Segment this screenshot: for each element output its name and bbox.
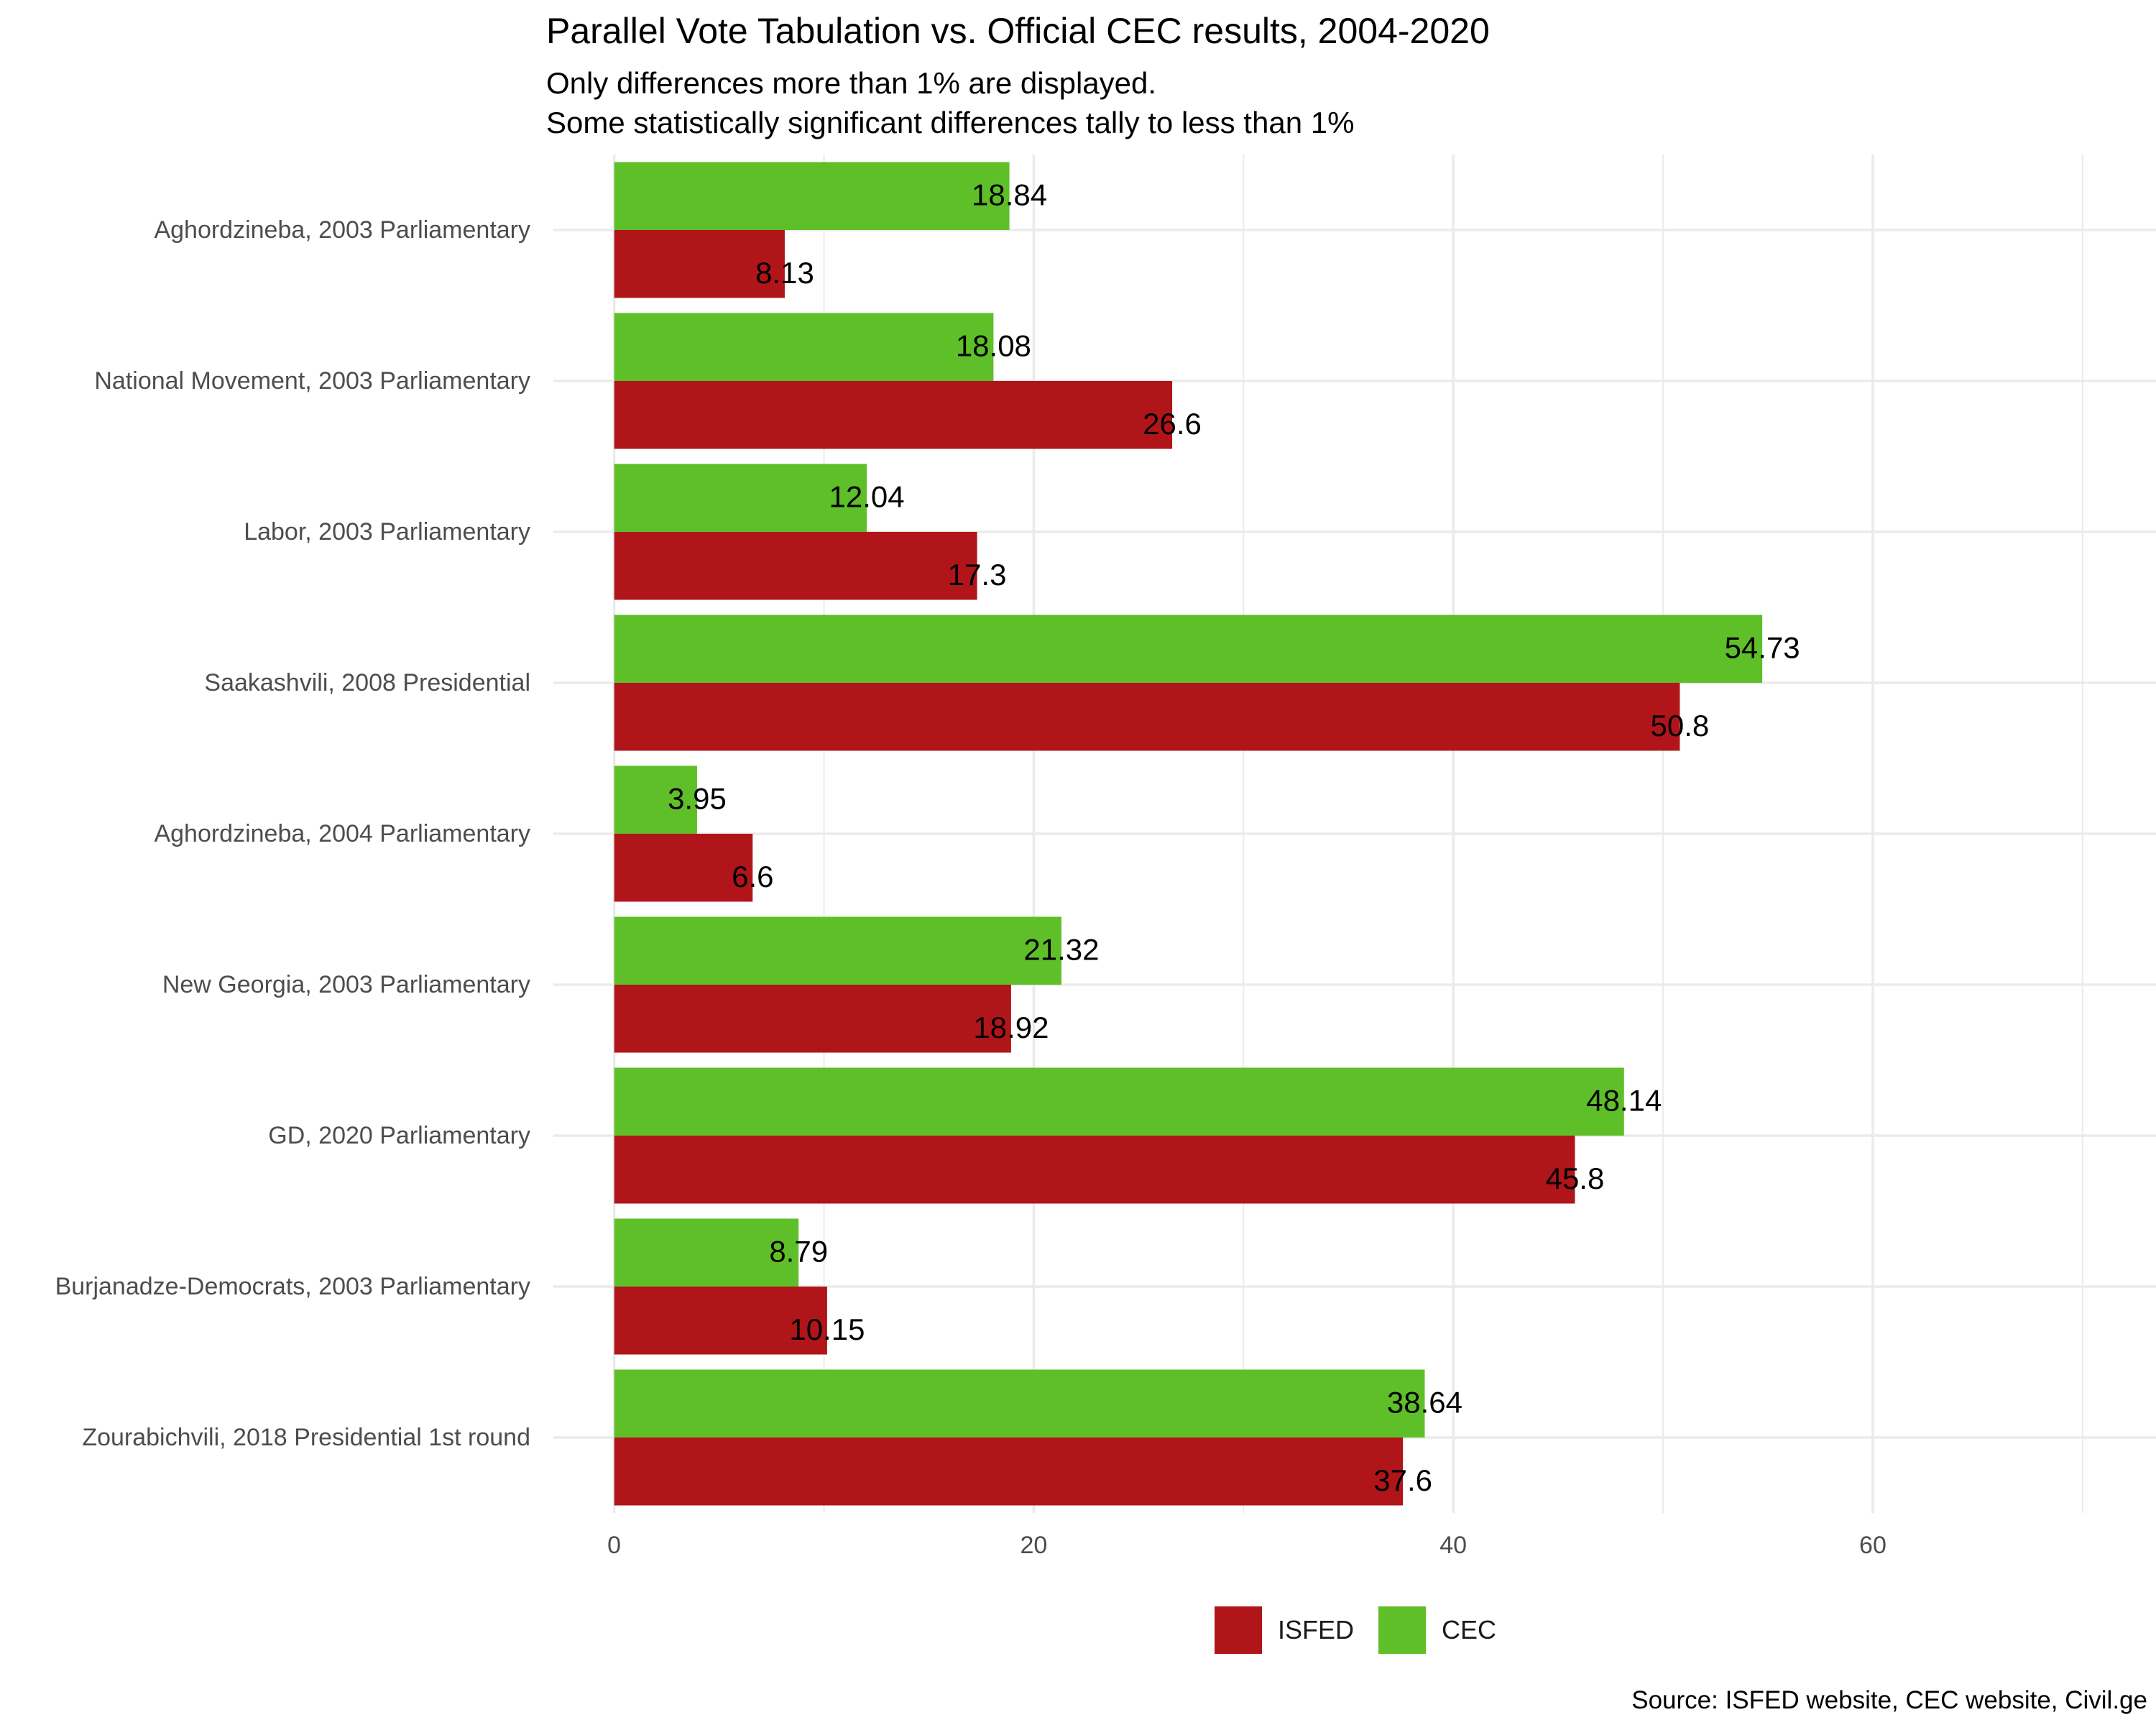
bar-cec <box>614 162 1010 230</box>
y-tick-label: Burjanadze-Democrats, 2003 Parliamentary <box>55 1273 530 1300</box>
bar-isfed <box>614 381 1173 449</box>
data-label-isfed: 37.6 <box>1373 1463 1432 1497</box>
bar-isfed <box>614 1438 1404 1506</box>
legend-key-cec <box>1378 1606 1427 1654</box>
subtitle-line-1: Only differences more than 1% are displa… <box>546 66 1157 100</box>
subtitle-line-2: Some statistically significant differenc… <box>546 106 1355 139</box>
y-axis: Aghordzineba, 2003 Parliamentary National… <box>55 216 530 1451</box>
data-label-cec: 12.04 <box>829 479 905 513</box>
data-label-cec: 48.14 <box>1586 1083 1662 1117</box>
data-label-cec: 21.32 <box>1023 932 1099 966</box>
data-label-isfed: 10.15 <box>789 1312 865 1346</box>
legend-label-cec: CEC <box>1442 1615 1497 1644</box>
data-label-isfed: 45.8 <box>1546 1162 1605 1195</box>
bar-cec <box>614 765 697 834</box>
bar-isfed <box>614 985 1011 1053</box>
data-label-cec: 3.95 <box>668 781 727 815</box>
y-tick-label: Aghordzineba, 2004 Parliamentary <box>154 820 530 847</box>
data-label-cec: 18.08 <box>956 328 1031 362</box>
bar-isfed <box>614 1136 1575 1204</box>
bar-isfed <box>614 1287 827 1355</box>
source-caption: Source: ISFED website, CEC website, Civi… <box>1631 1686 2147 1714</box>
data-label-isfed: 8.13 <box>755 256 814 290</box>
legend-item-cec: CEC <box>1378 1606 1496 1654</box>
x-tick-label: 0 <box>607 1532 621 1559</box>
legend: ISFED CEC <box>1215 1606 1521 1654</box>
x-tick-label: 40 <box>1439 1532 1467 1559</box>
data-label-isfed: 17.3 <box>948 558 1007 592</box>
bar-isfed <box>614 230 785 298</box>
y-tick-label: Aghordzineba, 2003 Parliamentary <box>154 216 530 244</box>
value-labels: 18.84 8.13 18.08 26.6 12.04 17.3 54.73 50.8 3.95… <box>668 178 1800 1497</box>
x-axis: 0 20 40 60 <box>607 1532 1886 1559</box>
x-tick-label: 20 <box>1021 1532 1048 1559</box>
y-tick-label: Labor, 2003 Parliamentary <box>244 518 530 546</box>
bar-cec <box>614 464 867 532</box>
y-tick-label: Zourabichvili, 2018 Presidential 1st rou… <box>82 1424 530 1451</box>
data-label-isfed: 26.6 <box>1143 407 1202 441</box>
y-tick-label: National Movement, 2003 Parliamentary <box>94 367 530 395</box>
bars <box>614 162 1763 1506</box>
y-tick-label: GD, 2020 Parliamentary <box>268 1122 530 1149</box>
data-label-isfed: 50.8 <box>1651 709 1710 742</box>
bar-isfed <box>614 532 977 600</box>
bar-isfed <box>614 834 753 902</box>
chart-title: Parallel Vote Tabulation vs. Official CE… <box>546 11 1490 51</box>
bar-cec <box>614 615 1763 683</box>
bar-cec <box>614 313 994 381</box>
data-label-isfed: 18.92 <box>973 1011 1049 1044</box>
data-label-isfed: 6.6 <box>732 860 773 893</box>
legend-item-isfed: ISFED <box>1215 1606 1354 1654</box>
bar-isfed <box>614 683 1680 751</box>
x-tick-label: 60 <box>1859 1532 1886 1559</box>
data-label-cec: 38.64 <box>1387 1385 1462 1419</box>
data-label-cec: 54.73 <box>1725 630 1800 664</box>
bar-cec <box>614 1218 799 1287</box>
legend-key-isfed <box>1215 1606 1262 1654</box>
bar-cec <box>614 1369 1425 1438</box>
legend-label-isfed: ISFED <box>1278 1615 1355 1644</box>
chart-subtitle: Only differences more than 1% are displa… <box>546 63 1354 142</box>
data-label-cec: 8.79 <box>769 1234 828 1268</box>
bar-cec <box>614 1067 1624 1136</box>
data-label-cec: 18.84 <box>972 178 1047 211</box>
y-tick-label: New Georgia, 2003 Parliamentary <box>162 971 530 998</box>
y-tick-label: Saakashvili, 2008 Presidential <box>204 669 530 696</box>
bar-cec <box>614 916 1061 985</box>
